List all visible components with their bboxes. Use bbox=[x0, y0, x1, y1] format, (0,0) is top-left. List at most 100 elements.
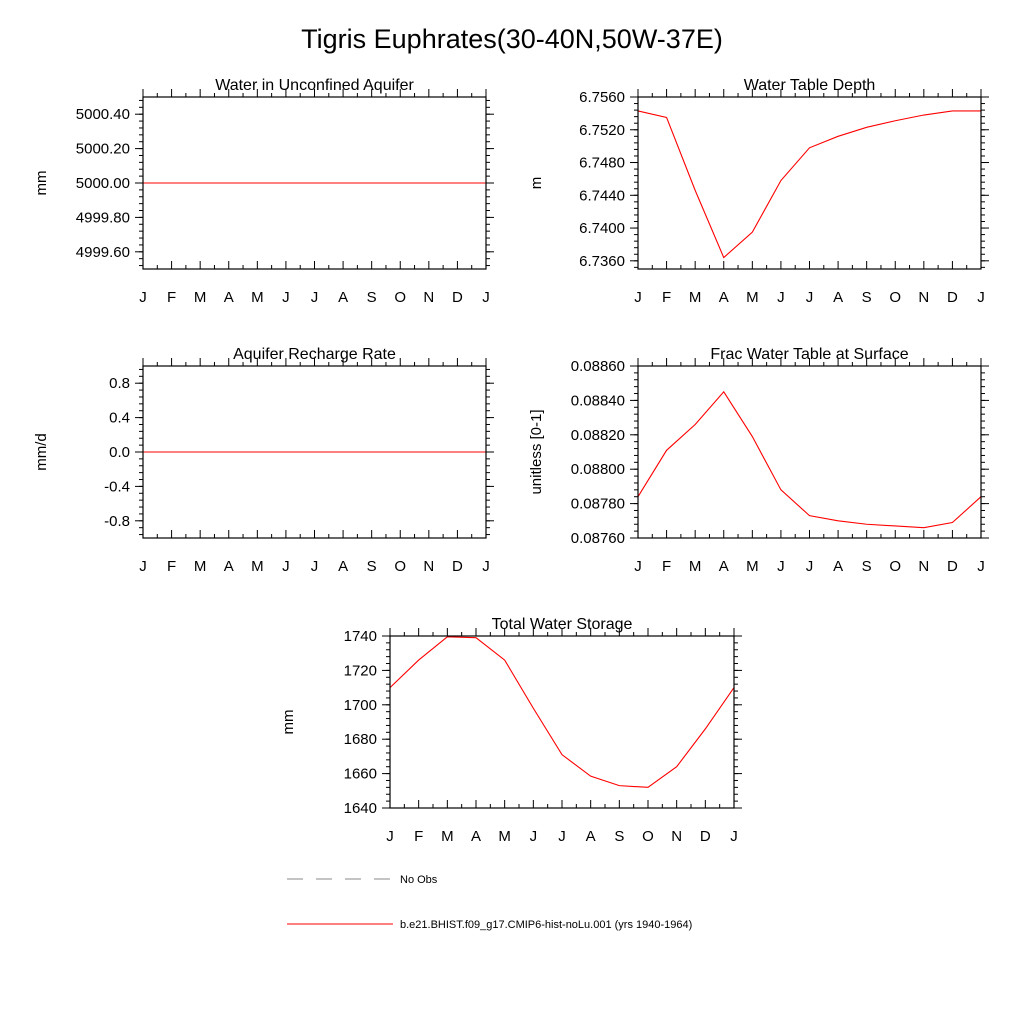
x-tick-label: J bbox=[482, 558, 490, 575]
x-tick-label: S bbox=[367, 558, 377, 575]
chart-panel-2: Water Table Depth m 6.7360 6.7400 6.7440 6.74… bbox=[528, 77, 989, 306]
x-tick-label: M bbox=[689, 289, 702, 306]
x-tick-label: A bbox=[338, 558, 348, 575]
y-tick-label: 6.7480 bbox=[579, 155, 625, 172]
x-tick-label: F bbox=[662, 558, 671, 575]
y-tick-label: -0.8 bbox=[104, 513, 130, 530]
legend: No Obs b.e21.BHIST.f09_g17.CMIP6-hist-no… bbox=[287, 874, 692, 931]
x-tick-label: A bbox=[224, 289, 234, 306]
page-title: Tigris Euphrates(30-40N,50W-37E) bbox=[301, 24, 723, 54]
x-tick-label: J bbox=[139, 558, 147, 575]
y-tick-label: -0.4 bbox=[104, 478, 130, 495]
x-tick-label: J bbox=[777, 558, 785, 575]
plot-frame bbox=[142, 96, 487, 270]
y-tick-label: 0.08780 bbox=[571, 496, 625, 513]
chart-title: Water Table Depth bbox=[744, 77, 876, 94]
x-tick-label: O bbox=[394, 289, 406, 306]
chart-title: Total Water Storage bbox=[492, 616, 633, 633]
x-tick-label: J bbox=[806, 558, 814, 575]
y-tick-label: 5000.40 bbox=[76, 106, 130, 123]
x-tick-label: J bbox=[634, 558, 642, 575]
x-tick-label: A bbox=[338, 289, 348, 306]
x-tick-label: S bbox=[614, 828, 624, 845]
y-tick-label: 1700 bbox=[344, 697, 377, 714]
y-tick-label: 5000.00 bbox=[76, 175, 130, 192]
y-tick-label: 0.08840 bbox=[571, 392, 625, 409]
y-tick-label: 4999.80 bbox=[76, 209, 130, 226]
x-tick-label: J bbox=[139, 289, 147, 306]
x-tick-label: J bbox=[977, 289, 985, 306]
x-tick-label: M bbox=[194, 289, 207, 306]
x-tick-label: J bbox=[730, 828, 738, 845]
x-tick-label: O bbox=[394, 558, 406, 575]
x-tick-label: A bbox=[833, 289, 843, 306]
x-tick-label: O bbox=[889, 289, 901, 306]
x-tick-label: N bbox=[423, 558, 434, 575]
x-tick-label: M bbox=[194, 558, 207, 575]
y-tick-label: 0.8 bbox=[109, 375, 130, 392]
y-axis-label: m bbox=[528, 177, 545, 190]
x-tick-label: S bbox=[367, 289, 377, 306]
x-tick-label: M bbox=[251, 558, 264, 575]
axis-ticks bbox=[135, 358, 494, 538]
chart-panel-4: Frac Water Table at Surface unitless [0-1… bbox=[528, 346, 989, 575]
series-line bbox=[637, 390, 982, 529]
x-tick-label: D bbox=[452, 558, 463, 575]
y-tick-label: 6.7440 bbox=[579, 187, 625, 204]
x-tick-label: D bbox=[452, 289, 463, 306]
x-tick-label: O bbox=[642, 828, 654, 845]
x-tick-label: M bbox=[251, 289, 264, 306]
legend-model-label: b.e21.BHIST.f09_g17.CMIP6-hist-noLu.001 … bbox=[400, 919, 692, 931]
x-tick-label: J bbox=[558, 828, 566, 845]
axis-ticks bbox=[630, 89, 989, 269]
x-tick-label: M bbox=[746, 558, 759, 575]
y-tick-label: 0.08760 bbox=[571, 530, 625, 547]
x-tick-label: J bbox=[634, 289, 642, 306]
y-tick-label: 4999.60 bbox=[76, 244, 130, 261]
plot-frame bbox=[637, 96, 982, 270]
x-tick-label: A bbox=[719, 289, 729, 306]
x-tick-label: N bbox=[918, 289, 929, 306]
x-tick-label: N bbox=[918, 558, 929, 575]
y-tick-label: 1640 bbox=[344, 800, 377, 817]
y-axis-label: mm/d bbox=[33, 433, 50, 471]
plot-frame bbox=[389, 635, 735, 809]
x-tick-label: J bbox=[806, 289, 814, 306]
y-tick-label: 6.7400 bbox=[579, 220, 625, 237]
x-tick-label: J bbox=[311, 289, 319, 306]
axis-ticks bbox=[382, 628, 742, 809]
y-tick-label: 0.08800 bbox=[571, 461, 625, 478]
y-axis-label: unitless [0-1] bbox=[528, 409, 545, 494]
y-tick-label: 1740 bbox=[344, 628, 377, 645]
x-tick-label: J bbox=[386, 828, 394, 845]
chart-title: Frac Water Table at Surface bbox=[710, 346, 908, 363]
x-tick-label: M bbox=[746, 289, 759, 306]
x-tick-label: M bbox=[498, 828, 511, 845]
y-axis-label: mm bbox=[280, 710, 297, 735]
x-tick-label: J bbox=[282, 289, 290, 306]
x-tick-label: J bbox=[282, 558, 290, 575]
y-tick-label: 5000.20 bbox=[76, 141, 130, 158]
x-tick-label: M bbox=[689, 558, 702, 575]
x-tick-label: S bbox=[862, 289, 872, 306]
y-tick-label: 0.08820 bbox=[571, 427, 625, 444]
chart-title: Water in Unconfined Aquifer bbox=[215, 77, 414, 94]
chart-title: Aquifer Recharge Rate bbox=[233, 346, 396, 363]
x-tick-label: J bbox=[530, 828, 538, 845]
y-tick-label: 1720 bbox=[344, 662, 377, 679]
x-tick-label: F bbox=[414, 828, 423, 845]
x-tick-label: A bbox=[471, 828, 481, 845]
x-tick-label: A bbox=[586, 828, 596, 845]
y-tick-label: 6.7360 bbox=[579, 253, 625, 270]
x-tick-label: A bbox=[719, 558, 729, 575]
y-tick-label: 0.0 bbox=[109, 444, 130, 461]
x-tick-label: M bbox=[441, 828, 454, 845]
plot-frame bbox=[142, 365, 487, 539]
x-tick-label: D bbox=[947, 558, 958, 575]
x-tick-label: A bbox=[224, 558, 234, 575]
x-tick-label: J bbox=[311, 558, 319, 575]
y-tick-label: 6.7520 bbox=[579, 122, 625, 139]
plot-frame bbox=[637, 365, 982, 539]
